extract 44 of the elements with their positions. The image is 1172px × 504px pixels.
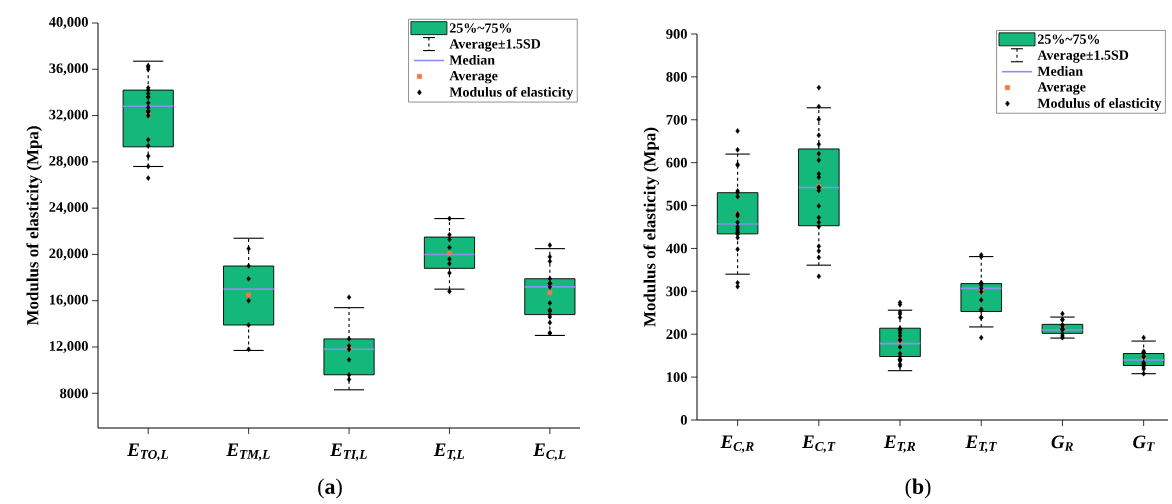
y-tick-label: 36,000 [49,63,88,76]
x-tick-label: E$_{T,R}$ [883,435,916,453]
y-tick-label: 600 [666,157,687,168]
y-tick-label: 400 [666,243,687,254]
x-tick-label: G$_{T}$ [1133,435,1155,451]
y-tick-label: 800 [666,72,687,82]
y-tick-label: 100 [666,372,687,382]
y-tick-label: 28,000 [49,155,88,168]
x-tick-label: G$_{R}$ [1051,435,1073,451]
legend-label: Average [449,71,498,84]
y-tick-label: 24,000 [49,202,88,215]
x-tick-label: E$_{TM,L}$ [226,443,270,461]
x-tick-label: E$_{T,T}$ [965,435,997,453]
y-tick-label: 500 [666,200,687,211]
y-tick-label: 900 [666,29,687,39]
x-tick-label: E$_{C,R}$ [720,435,754,453]
x-tick-label: E$_{TI,L}$ [330,443,367,461]
y-tick-label: 200 [666,329,687,340]
y-tick-label: 16,000 [49,294,88,307]
legend-label: Modulus of elasticity [449,86,574,100]
annotation: Median [449,54,495,65]
y-tick-label: 32,000 [49,109,88,122]
y-tick-label: 700 [666,114,687,125]
legend-label: 25%~75% [1037,34,1100,44]
y-tick-label: 0 [680,415,687,425]
x-tick-label: E$_{T,L}$ [433,443,465,461]
y-tick-label: 20,000 [49,248,88,261]
y-axis-title: Modulus of elasticity (Mpa) [643,127,659,327]
y-tick-label: 40,000 [48,17,88,29]
annotation: Median [1037,66,1083,76]
legend-label: Modulus of elasticity [1037,97,1162,111]
annotation: Average±1.5SD [449,39,541,52]
legend-label: Average [1037,82,1086,95]
x-tick-label: E$_{C,T}$ [802,435,836,453]
text: (b) [905,478,931,499]
y-tick-label: 300 [666,286,687,297]
y-tick-label: 8000 [60,388,88,399]
y-tick-label: 12,000 [49,341,88,353]
y-axis-title: Modulus of elasticity (Mpa) [26,126,42,326]
x-tick-label: E$_{TO,L}$ [127,443,169,461]
annotation: Average±1.5SD [1037,50,1129,63]
text: (a) [318,478,342,499]
legend-label: 25%~75% [449,23,512,33]
x-tick-label: E$_{C,L}$ [533,443,566,461]
